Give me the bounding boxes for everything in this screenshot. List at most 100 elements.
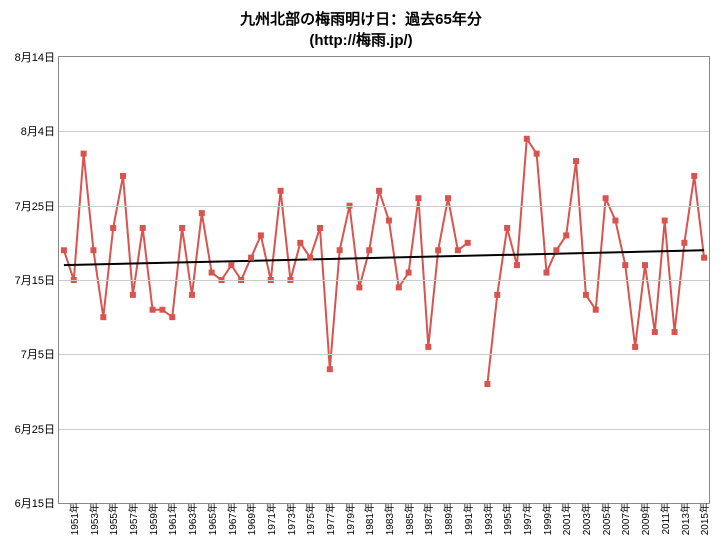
data-marker (337, 247, 343, 253)
data-marker (159, 307, 165, 313)
data-marker (415, 195, 421, 201)
data-marker (386, 218, 392, 224)
data-marker (504, 225, 510, 231)
data-marker (366, 247, 372, 253)
x-tick-label: 1967年 (222, 503, 239, 535)
data-marker (189, 292, 195, 298)
data-marker (61, 247, 67, 253)
data-marker (278, 188, 284, 194)
x-tick-label: 1987年 (418, 503, 435, 535)
y-tick-label: 8月4日 (21, 123, 59, 139)
x-tick-label: 2005年 (596, 503, 613, 535)
x-tick-label: 1961年 (162, 503, 179, 535)
data-marker (524, 136, 530, 142)
data-marker (593, 307, 599, 313)
x-tick-label: 1973年 (281, 503, 298, 535)
data-marker (130, 292, 136, 298)
data-marker (632, 344, 638, 350)
x-tick-label: 1975年 (300, 503, 317, 535)
data-marker (209, 270, 215, 276)
chart-title-line1: 九州北部の梅雨明け日：過去65年分 (0, 8, 722, 29)
y-gridline (59, 131, 709, 132)
y-gridline (59, 429, 709, 430)
y-gridline (59, 354, 709, 355)
data-marker (199, 210, 205, 216)
x-tick-label: 1965年 (202, 503, 219, 535)
data-marker (150, 307, 156, 313)
data-marker (169, 314, 175, 320)
x-tick-label: 1963年 (182, 503, 199, 535)
x-tick-label: 1983年 (379, 503, 396, 535)
x-tick-label: 1993年 (478, 503, 495, 535)
data-marker (90, 247, 96, 253)
data-marker (435, 247, 441, 253)
y-tick-label: 7月5日 (21, 346, 59, 362)
x-tick-label: 1999年 (537, 503, 554, 535)
data-marker (603, 195, 609, 201)
series-line (64, 139, 704, 384)
data-marker (317, 225, 323, 231)
data-marker (681, 240, 687, 246)
x-tick-label: 2007年 (615, 503, 632, 535)
x-tick-label: 1955年 (103, 503, 120, 535)
x-tick-label: 1997年 (517, 503, 534, 535)
x-tick-label: 2001年 (556, 503, 573, 535)
y-tick-label: 7月15日 (15, 272, 59, 288)
data-marker (534, 151, 540, 157)
data-marker (406, 270, 412, 276)
x-tick-label: 1989年 (438, 503, 455, 535)
plot-area: 6月15日6月25日7月5日7月15日7月25日8月4日8月14日1951年19… (58, 56, 710, 504)
data-marker (425, 344, 431, 350)
x-tick-label: 1991年 (458, 503, 475, 535)
x-tick-label: 2009年 (635, 503, 652, 535)
data-marker (553, 247, 559, 253)
x-tick-label: 1953年 (84, 503, 101, 535)
data-marker (248, 255, 254, 261)
data-marker (376, 188, 382, 194)
x-tick-label: 1971年 (261, 503, 278, 535)
data-marker (691, 173, 697, 179)
data-marker (484, 381, 490, 387)
x-tick-label: 1957年 (123, 503, 140, 535)
data-marker (544, 270, 550, 276)
data-marker (662, 218, 668, 224)
data-marker (622, 262, 628, 268)
data-marker (652, 329, 658, 335)
data-marker (100, 314, 106, 320)
x-tick-label: 1995年 (497, 503, 514, 535)
data-marker (563, 232, 569, 238)
x-tick-label: 1985年 (399, 503, 416, 535)
data-marker (140, 225, 146, 231)
x-tick-label: 1981年 (359, 503, 376, 535)
data-marker (583, 292, 589, 298)
data-marker (514, 262, 520, 268)
data-marker (228, 262, 234, 268)
x-tick-label: 2011年 (655, 503, 672, 535)
y-tick-label: 6月15日 (15, 495, 59, 511)
trend-line (64, 250, 704, 265)
y-gridline (59, 280, 709, 281)
data-marker (396, 284, 402, 290)
data-marker (327, 366, 333, 372)
data-marker (307, 255, 313, 261)
data-marker (120, 173, 126, 179)
chart-container: 九州北部の梅雨明け日：過去65年分 (http://梅雨.jp/) 6月15日6… (0, 0, 722, 556)
x-tick-label: 2015年 (694, 503, 711, 535)
data-marker (612, 218, 618, 224)
data-marker (81, 151, 87, 157)
data-marker (445, 195, 451, 201)
data-marker (455, 247, 461, 253)
y-gridline (59, 206, 709, 207)
data-marker (356, 284, 362, 290)
x-tick-label: 2003年 (576, 503, 593, 535)
data-marker (494, 292, 500, 298)
data-marker (701, 255, 707, 261)
chart-title-line2: (http://梅雨.jp/) (0, 29, 722, 50)
x-tick-label: 1951年 (64, 503, 81, 535)
data-marker (258, 232, 264, 238)
data-marker (573, 158, 579, 164)
chart-title: 九州北部の梅雨明け日：過去65年分 (http://梅雨.jp/) (0, 8, 722, 50)
data-marker (465, 240, 471, 246)
y-tick-label: 6月25日 (15, 421, 59, 437)
x-tick-label: 2013年 (675, 503, 692, 535)
